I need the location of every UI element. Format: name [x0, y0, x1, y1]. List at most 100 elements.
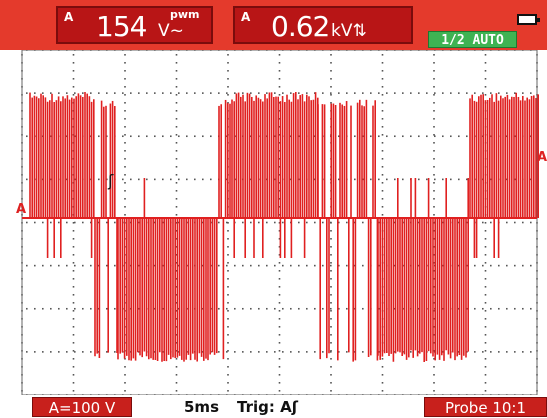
grid-dot	[274, 135, 276, 138]
grid-dot	[106, 92, 108, 94]
grid-dot	[434, 178, 436, 181]
grid-dot	[278, 86, 281, 88]
grid-dot	[274, 264, 276, 267]
grid-dot	[202, 307, 204, 310]
grid-dot	[175, 62, 178, 64]
grid-dot	[314, 307, 316, 310]
grid-dot	[482, 307, 484, 310]
grid-dot	[278, 254, 281, 256]
grid-dot	[278, 62, 281, 64]
grid-dot	[124, 174, 126, 176]
grid-dot	[106, 264, 108, 267]
grid-dot	[278, 358, 281, 360]
grid-dot	[433, 54, 435, 56]
grid-dot	[354, 92, 356, 94]
grid-dot	[338, 92, 340, 94]
grid-dot	[490, 264, 492, 267]
grid-dot	[227, 262, 229, 264]
grid-dot	[175, 158, 178, 160]
grid-dot	[442, 221, 444, 224]
grid-dot	[306, 221, 308, 224]
grid-dot	[433, 142, 435, 144]
grid-dot	[278, 262, 281, 264]
grid-dot	[433, 206, 435, 208]
grid-dot	[450, 178, 452, 181]
grid-dot	[330, 246, 332, 248]
grid-dot	[175, 94, 178, 96]
grid-dot	[381, 198, 384, 200]
grid-dot	[138, 221, 140, 224]
grid-dot	[226, 92, 228, 94]
grid-dot	[482, 221, 484, 224]
grid-dot	[381, 126, 384, 128]
grid-dot	[433, 254, 435, 256]
grid-dot	[433, 342, 435, 344]
grid-dot	[124, 118, 126, 120]
grid-dot	[74, 351, 76, 353]
grid-dot	[58, 264, 60, 267]
grid-dot	[186, 135, 188, 138]
grid-dot	[218, 307, 220, 310]
grid-dot	[124, 390, 126, 392]
grid-dot	[433, 62, 435, 64]
grid-dot	[433, 102, 435, 104]
grid-dot	[138, 135, 140, 138]
grid-dot	[227, 246, 229, 248]
grid-dot	[72, 326, 75, 328]
trigger-label[interactable]: Trig: Aʃ	[237, 398, 298, 416]
grid-dot	[394, 221, 396, 224]
channel-a-offset-marker: A	[537, 150, 547, 165]
grid-dot	[394, 307, 396, 310]
grid-dot	[433, 214, 435, 216]
grid-dot	[227, 222, 229, 224]
grid-dot	[26, 92, 28, 94]
grid-dot	[433, 230, 435, 232]
grid-dot	[114, 264, 116, 267]
auto-range-badge[interactable]: 1/2 AUTO	[428, 31, 517, 48]
grid-dot	[426, 178, 428, 181]
peak-voltage-readout[interactable]: A 0.62 kV⇅	[233, 6, 413, 44]
grid-dot	[330, 54, 332, 56]
oscilloscope-screen[interactable]: ʃ	[0, 50, 547, 395]
grid-dot	[474, 351, 476, 353]
grid-dot	[154, 92, 156, 94]
grid-dot	[433, 158, 435, 160]
timebase-label[interactable]: 5ms	[184, 398, 219, 416]
grid-dot	[74, 92, 76, 94]
grid-dot	[175, 102, 178, 104]
grid-dot	[362, 221, 364, 224]
grid-dot	[381, 214, 384, 216]
grid-dot	[346, 92, 348, 94]
grid-dot	[258, 264, 260, 267]
voltage-readout-pwm[interactable]: A 154 V~ pwm	[56, 6, 213, 44]
grid-dot	[484, 374, 487, 376]
channel-a-ground-marker: A	[16, 202, 27, 217]
grid-dot	[433, 382, 435, 384]
grid-dot	[381, 382, 384, 384]
grid-dot	[202, 351, 204, 353]
channel-range-box[interactable]: A=100 V	[32, 397, 132, 417]
grid-dot	[124, 86, 126, 88]
grid-dot	[227, 70, 229, 72]
grid-dot	[124, 358, 126, 360]
grid-dot	[82, 264, 84, 267]
grid-dot	[72, 62, 75, 64]
grid-dot	[290, 351, 292, 353]
grid-dot	[278, 118, 281, 120]
grid-dot	[274, 92, 276, 94]
grid-dot	[433, 294, 435, 296]
grid-dot	[106, 221, 108, 224]
grid-dot	[530, 351, 532, 353]
grid-dot	[314, 264, 316, 267]
grid-dot	[266, 221, 268, 224]
bottom-status-bar: A=100 V 5ms Trig: Aʃ Probe 10:1	[0, 395, 547, 417]
trigger-marker-icon: ʃ	[107, 171, 114, 190]
grid-dot	[394, 135, 396, 138]
grid-dot	[227, 270, 229, 272]
grid-dot	[506, 264, 508, 267]
grid-dot	[242, 264, 244, 267]
grid-dot	[218, 264, 220, 267]
probe-setting-box[interactable]: Probe 10:1	[424, 397, 547, 417]
grid-dot	[433, 286, 435, 288]
grid-dot	[72, 366, 75, 368]
